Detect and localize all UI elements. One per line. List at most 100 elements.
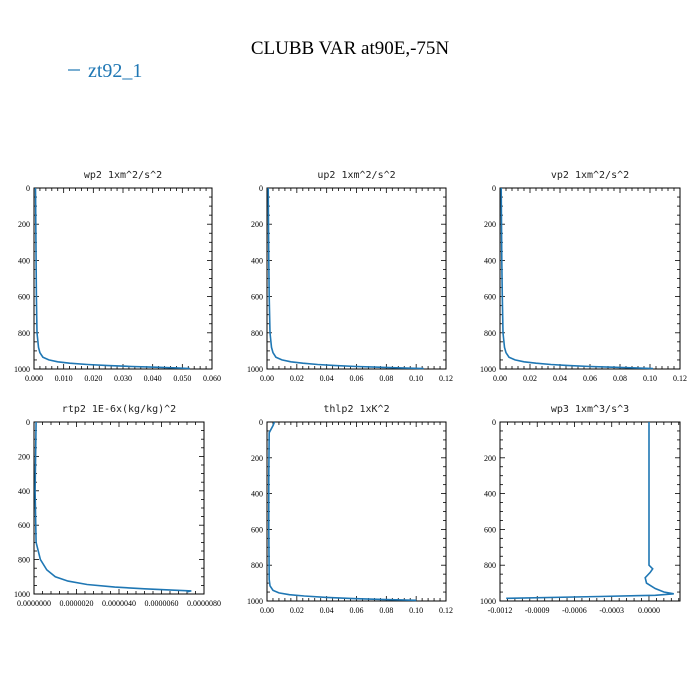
x-tick-label: 0.00	[493, 374, 507, 383]
series-line-zt92_1	[506, 422, 674, 600]
series-line-zt92_1	[267, 187, 424, 370]
x-tick-label: -0.0006	[562, 606, 587, 615]
y-tick-label: 600	[251, 293, 263, 302]
y-tick-label: 1000	[14, 590, 30, 599]
legend: zt92_1	[68, 60, 142, 82]
x-tick-label: -0.0012	[488, 606, 513, 615]
x-tick-label: 0.04	[553, 374, 567, 383]
x-tick-label: 0.04	[320, 606, 334, 615]
y-tick-label: 400	[251, 256, 263, 265]
y-tick-label: 600	[18, 521, 30, 530]
panel-title: wp2 1xm^2/s^2	[84, 170, 162, 181]
panel-title: thlp2 1xK^2	[323, 404, 389, 415]
x-tick-label: 0.10	[643, 374, 657, 383]
panel-6: wp3 1xm^3/s^3 0 200 400 600 800 1000-0.0012 -0.…	[480, 404, 681, 615]
x-tick-label: -0.0003	[599, 606, 624, 615]
y-tick-label: 1000	[480, 597, 496, 606]
y-tick-label: 0	[26, 184, 30, 193]
plot-frame	[499, 421, 681, 602]
y-tick-label: 200	[484, 220, 496, 229]
y-tick-label: 1000	[480, 365, 496, 374]
x-tick-label: 0.08	[379, 374, 393, 383]
x-tick-label: 0.08	[613, 374, 627, 383]
x-tick-label: 0.10	[409, 374, 423, 383]
y-tick-label: 200	[484, 454, 496, 463]
x-tick-label: 0.04	[320, 374, 334, 383]
y-tick-label: 800	[484, 329, 496, 338]
series-line-zt92_1	[34, 187, 190, 370]
x-tick-label: 0.0000020	[60, 599, 94, 608]
x-tick-label: 0.020	[84, 374, 102, 383]
x-tick-label: 0.0000	[638, 606, 660, 615]
x-tick-label: 0.0000080	[187, 599, 221, 608]
x-tick-label: 0.000	[25, 374, 43, 383]
x-tick-label: 0.0000000	[17, 599, 51, 608]
y-tick-label: 600	[18, 293, 30, 302]
series-line-zt92_1	[500, 187, 654, 370]
y-tick-label: 0	[492, 184, 496, 193]
y-tick-label: 1000	[14, 365, 30, 374]
y-tick-label: 800	[18, 556, 30, 565]
panel-title: wp3 1xm^3/s^3	[551, 404, 629, 415]
x-tick-label: 0.040	[144, 374, 162, 383]
panel-4: rtp2 1E-6x(kg/kg)^2020040060080010000.00…	[14, 404, 221, 608]
y-tick-label: 800	[484, 561, 496, 570]
y-tick-label: 400	[18, 487, 30, 496]
x-tick-label: 0.12	[439, 606, 453, 615]
series-line-zt92_1	[34, 421, 192, 593]
x-tick-label: 0.06	[350, 374, 364, 383]
x-tick-label: 0.08	[379, 606, 393, 615]
x-tick-label: -0.0009	[525, 606, 550, 615]
x-tick-label: 0.00	[260, 374, 274, 383]
y-tick-label: 600	[251, 525, 263, 534]
y-tick-label: 600	[484, 293, 496, 302]
plot-frame	[266, 421, 447, 602]
x-tick-label: 0.06	[350, 606, 364, 615]
y-tick-label: 800	[251, 561, 263, 570]
y-tick-label: 400	[18, 256, 30, 265]
y-tick-label: 0	[26, 418, 30, 427]
x-tick-label: 0.02	[523, 374, 537, 383]
y-tick-label: 200	[251, 454, 263, 463]
x-tick-label: 0.030	[114, 374, 132, 383]
y-tick-label: 200	[18, 220, 30, 229]
y-tick-label: 800	[18, 329, 30, 338]
x-tick-label: 0.0000040	[102, 599, 136, 608]
y-tick-label: 400	[251, 490, 263, 499]
y-tick-label: 1000	[247, 365, 263, 374]
x-tick-label: 0.060	[203, 374, 221, 383]
plot-frame	[33, 421, 205, 595]
figure-title: CLUBB VAR at90E,-75N	[251, 38, 450, 59]
y-tick-label: 200	[18, 452, 30, 461]
panel-title: rtp2 1E-6x(kg/kg)^2	[62, 404, 176, 415]
x-tick-label: 0.06	[583, 374, 597, 383]
y-tick-label: 600	[484, 525, 496, 534]
y-tick-label: 200	[251, 220, 263, 229]
x-tick-label: 0.10	[409, 606, 423, 615]
x-tick-label: 0.12	[439, 374, 453, 383]
x-tick-label: 0.0000060	[145, 599, 179, 608]
panel-title: vp2 1xm^2/s^2	[551, 170, 629, 181]
y-tick-label: 0	[259, 418, 263, 427]
y-tick-label: 400	[484, 256, 496, 265]
panel-title: up2 1xm^2/s^2	[317, 170, 395, 181]
y-tick-label: 400	[484, 490, 496, 499]
x-tick-label: 0.050	[173, 374, 191, 383]
y-tick-label: 0	[492, 418, 496, 427]
plot-frame	[266, 187, 447, 370]
x-tick-label: 0.00	[260, 606, 274, 615]
plot-frame	[499, 187, 681, 370]
plot-frame	[33, 187, 213, 370]
legend-label: zt92_1	[88, 60, 142, 82]
y-tick-label: 0	[259, 184, 263, 193]
x-tick-label: 0.12	[673, 374, 687, 383]
x-tick-label: 0.02	[290, 606, 304, 615]
y-tick-label: 1000	[247, 597, 263, 606]
series-line-zt92_1	[267, 421, 417, 602]
